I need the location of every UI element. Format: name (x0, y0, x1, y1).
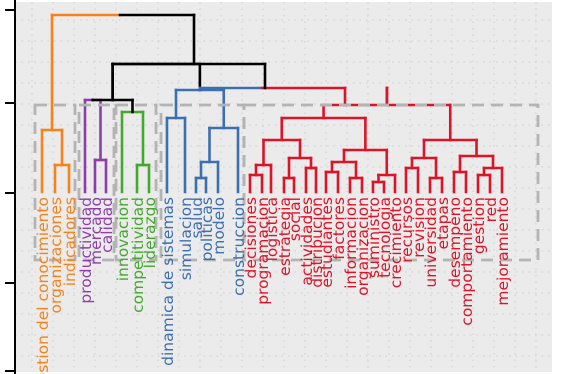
leaf-label: comportamiento (458, 197, 476, 326)
leaf-label: liderazgo (141, 197, 159, 268)
leaf-label: universidad (422, 197, 440, 288)
leaf-label: actividades (298, 197, 316, 286)
leaf-label: construccion (230, 197, 248, 296)
cluster-box-red (242, 103, 540, 262)
leaf-label: salud (188, 197, 206, 239)
leaf-label: distribucion (308, 197, 326, 288)
leaf-label: organizacion (354, 197, 372, 296)
leaf-label: recursos (398, 197, 416, 263)
leaf-label: red (482, 197, 500, 222)
leaf-label: competitividad (129, 197, 147, 313)
leaf-label: organizaciones (47, 197, 65, 313)
leaf-label: mejoramiento (494, 197, 512, 306)
leaf-label: mercado (87, 197, 105, 265)
leaf-label: desempeno (446, 197, 464, 288)
leaf-label: gestion (470, 197, 488, 254)
leaf-label: modelo (210, 197, 228, 255)
cluster-box-orange (33, 103, 77, 262)
leaf-label: logistica (263, 197, 281, 261)
leaf-label: revision (410, 197, 428, 258)
leaf-label: politicas (198, 197, 216, 261)
leaf-label: indicadores (61, 197, 79, 286)
leaf-label: decisiones (242, 197, 260, 279)
leaf-label: gestion del conocimiento (34, 197, 52, 374)
leaf-label: dinamica de sistemas (159, 197, 177, 366)
leaf-label: informacion (342, 197, 360, 289)
leaf-label: simulacion (177, 197, 195, 280)
leaf-label: estrategia (276, 197, 294, 276)
leaf-label: etapas (434, 197, 452, 250)
leaf-label: programacion (254, 197, 272, 305)
leaf-label: calidad (98, 197, 116, 253)
leaf-label: suministro (365, 197, 383, 278)
leaf-label: factores (330, 197, 348, 260)
leaf-label: social (286, 197, 304, 241)
leaf-label: estudiantes (318, 197, 336, 288)
leaf-label: productividad (77, 197, 95, 304)
leaf-label: tecnologia (376, 197, 394, 278)
leaf-label: innovacion (114, 197, 132, 281)
cluster-box-green (114, 103, 158, 262)
leaf-label: crecimiento (387, 197, 405, 288)
